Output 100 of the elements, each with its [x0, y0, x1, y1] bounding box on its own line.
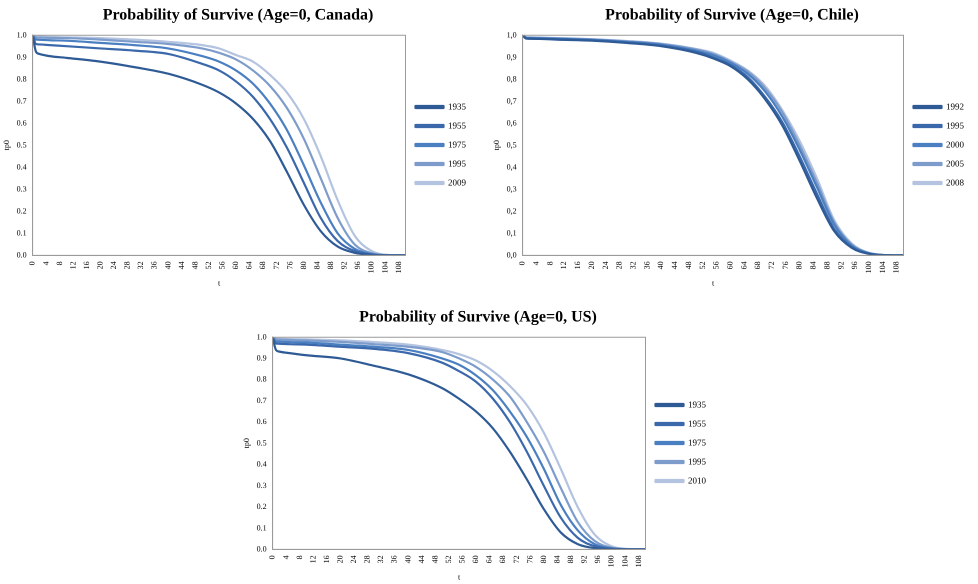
x-axis-title: t [458, 572, 461, 582]
y-tick-label: 0.9 [256, 354, 267, 363]
x-tick-label: 84 [552, 555, 562, 564]
y-tick-label: 0,9 [506, 52, 517, 62]
y-tick-label: 0.7 [256, 396, 267, 405]
x-tick-label: 32 [136, 261, 146, 270]
x-tick-label: 28 [614, 261, 624, 270]
y-tick-label: 0.1 [16, 228, 27, 238]
x-tick-label: 20 [95, 261, 104, 270]
legend-label: 1992 [946, 101, 964, 112]
legend-label: 2010 [688, 475, 706, 486]
x-tick-label: 92 [580, 555, 589, 564]
x-tick-label: 56 [218, 261, 227, 270]
x-tick-label: 32 [376, 555, 386, 564]
x-tick-label: 64 [739, 261, 748, 270]
y-tick-label: 0.0 [16, 250, 27, 260]
x-tick-label: 80 [794, 261, 804, 270]
y-axis-title: tp0 [492, 140, 501, 150]
x-tick-label: 84 [312, 261, 322, 270]
x-tick-label: 80 [298, 261, 308, 270]
y-tick-label: 0.6 [256, 417, 267, 426]
legend-label: 1995 [946, 120, 964, 130]
x-tick-label: 44 [176, 261, 186, 270]
legend-label: 1995 [688, 456, 706, 466]
x-tick-label: 40 [656, 261, 666, 270]
line-series [522, 35, 904, 256]
x-tick-label: 72 [767, 261, 776, 270]
x-tick-label: 108 [634, 555, 643, 568]
y-tick-label: 0.5 [16, 140, 27, 150]
x-tick-label: 24 [349, 555, 358, 564]
y-tick-label: 0,7 [506, 96, 517, 106]
y-tick-label: 0.2 [16, 206, 27, 216]
legend-label: 2005 [946, 158, 964, 168]
y-tick-label: 0.5 [256, 438, 267, 448]
x-tick-label: 80 [538, 555, 548, 564]
x-tick-label: 4 [532, 261, 541, 266]
x-tick-label: 28 [122, 261, 132, 270]
x-tick-label: 100 [864, 261, 873, 274]
x-tick-label: 40 [163, 261, 172, 270]
x-tick-label: 44 [670, 261, 680, 270]
legend-label: 1955 [688, 418, 706, 428]
legend-label: 2008 [946, 177, 964, 188]
x-tick-label: 32 [628, 261, 638, 270]
x-tick-label: 92 [836, 261, 846, 270]
x-tick-label: 108 [394, 261, 403, 274]
y-tick-label: 0.9 [16, 52, 27, 62]
x-axis-title: t [218, 278, 221, 288]
x-tick-label: 56 [712, 261, 721, 270]
x-tick-label: 52 [698, 261, 707, 270]
x-tick-label: 40 [403, 555, 412, 564]
y-tick-label: 0.2 [256, 502, 267, 512]
x-tick-label: 68 [498, 555, 508, 564]
legend-label: 1995 [448, 158, 466, 168]
y-tick-label: 0.4 [256, 460, 267, 469]
legend-label: 1955 [448, 120, 466, 130]
x-tick-label: 8 [545, 261, 554, 266]
x-tick-label: 0 [28, 261, 37, 266]
x-tick-label: 60 [471, 555, 480, 564]
y-tick-label: 0,6 [506, 118, 517, 128]
x-tick-label: 76 [525, 555, 534, 564]
y-tick-label: 0.3 [256, 480, 267, 490]
x-tick-label: 16 [82, 261, 91, 270]
x-tick-label: 12 [68, 261, 78, 270]
x-tick-label: 36 [150, 261, 159, 270]
x-tick-label: 96 [593, 555, 602, 564]
x-tick-label: 24 [109, 261, 118, 270]
x-tick-label: 68 [753, 261, 762, 270]
y-tick-label: 0.0 [256, 544, 267, 554]
x-tick-label: 96 [353, 261, 362, 270]
x-tick-label: 36 [390, 555, 399, 564]
x-tick-label: 4 [281, 555, 290, 560]
y-tick-label: 0,0 [506, 250, 517, 260]
x-tick-label: 20 [335, 555, 344, 564]
y-tick-label: 0,4 [506, 162, 517, 172]
x-tick-label: 48 [684, 261, 693, 270]
y-tick-label: 1,0 [506, 30, 517, 40]
x-tick-label: 64 [244, 261, 254, 270]
line-series [32, 35, 406, 256]
x-tick-label: 72 [272, 261, 281, 270]
legend-label: 1975 [448, 139, 466, 150]
chart-title: Probability of Survive (Age=0, Chile) [605, 6, 859, 24]
legend-label: 2000 [946, 139, 964, 150]
x-tick-label: 76 [285, 261, 294, 270]
x-tick-label: 88 [822, 261, 832, 270]
x-tick-label: 12 [308, 555, 318, 564]
chart-title: Probability of Survive (Age=0, Canada) [102, 6, 374, 24]
line-series [272, 337, 646, 550]
y-tick-label: 0.6 [16, 118, 27, 128]
x-tick-label: 28 [362, 555, 372, 564]
x-tick-label: 0 [268, 555, 277, 560]
x-tick-label: 0 [518, 261, 527, 266]
y-tick-label: 0.4 [16, 162, 27, 172]
y-tick-label: 0.8 [16, 74, 27, 84]
x-tick-label: 8 [294, 555, 304, 560]
x-tick-label: 8 [54, 261, 64, 266]
y-tick-label: 0.1 [256, 523, 267, 532]
x-tick-label: 52 [204, 261, 213, 270]
y-tick-label: 0.3 [16, 184, 27, 194]
x-tick-label: 72 [512, 555, 521, 564]
x-tick-label: 36 [642, 261, 652, 270]
